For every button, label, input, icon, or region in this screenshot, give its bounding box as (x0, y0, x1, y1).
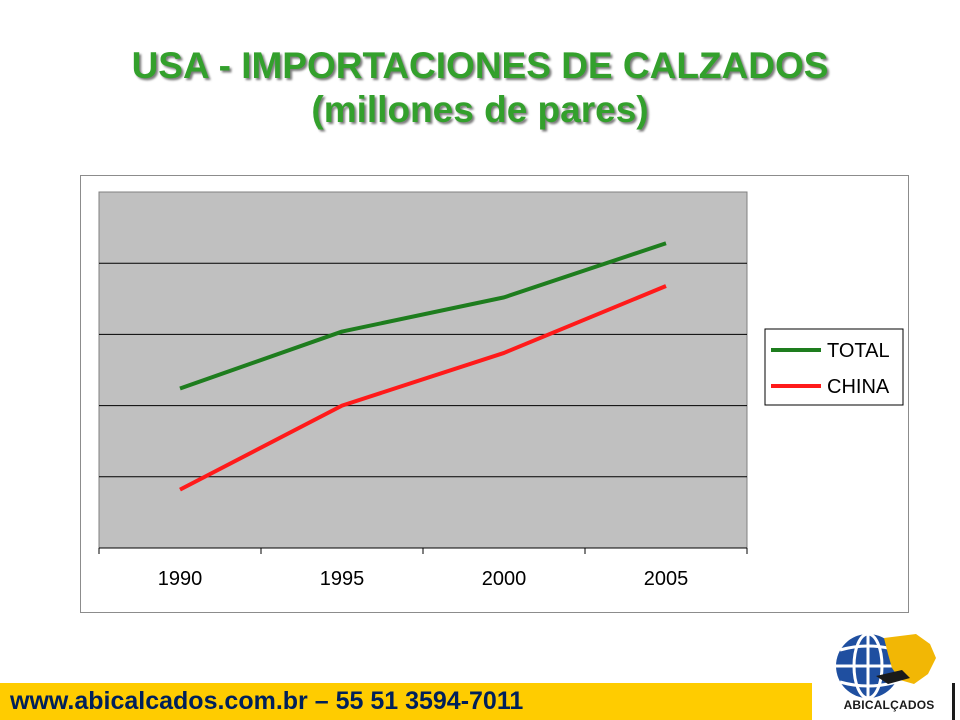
chart-title-line-2: (millones de pares) (311, 89, 649, 130)
plot-area (98, 191, 748, 549)
line-chart: 1990 1995 2000 2005 TOTAL CHINA (98, 191, 904, 590)
logo-name: ABICALÇADOS (843, 698, 935, 712)
series-line-total (179, 241, 667, 391)
legend-label: CHINA (827, 376, 890, 398)
chart-frame: 1990 1995 2000 2005 TOTAL CHINA (80, 175, 909, 613)
footer-contact[interactable]: www.abicalcados.com.br – 55 51 3594-7011 (10, 687, 524, 715)
chart-title: USA - IMPORTACIONES DE CALZADOS (millone… (0, 44, 960, 132)
x-tick-label: 1995 (320, 568, 365, 590)
legend-label: TOTAL (827, 340, 890, 362)
globe-logo-icon (836, 632, 936, 700)
logo-divider (952, 683, 955, 720)
chart-title-line-1: USA - IMPORTACIONES DE CALZADOS (131, 45, 829, 86)
x-tick-label: 1990 (158, 568, 203, 590)
legend-box (764, 328, 904, 406)
footer-band (0, 683, 812, 720)
series-line-china (179, 284, 667, 492)
x-tick-label: 2000 (482, 568, 527, 590)
x-tick-label: 2005 (644, 568, 689, 590)
